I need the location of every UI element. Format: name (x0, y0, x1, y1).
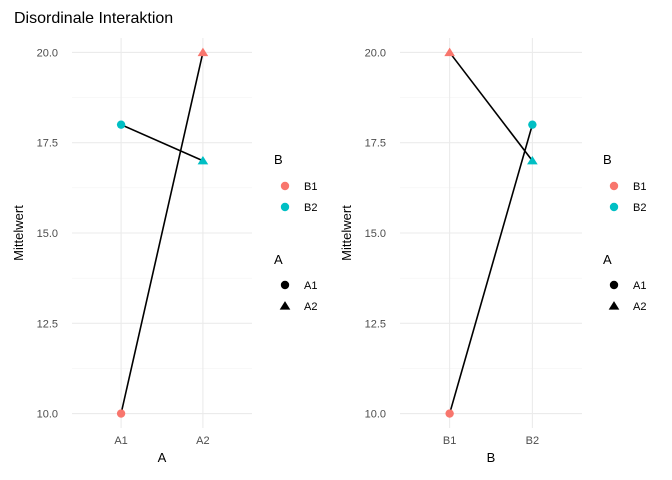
y-tick-label: 10.0 (37, 409, 58, 421)
legend-label: A1 (304, 280, 317, 292)
chart-panels: 10.012.515.017.520.0A1 A2AMittelwertBB1B2… (11, 38, 646, 465)
y-tick-label: 15.0 (37, 228, 58, 240)
x-axis-title: A (158, 450, 167, 465)
y-tick-label: 12.5 (365, 318, 386, 330)
connection-line (120, 52, 204, 414)
legend-title-shape: A (274, 252, 283, 267)
y-axis-title: Mittelwert (339, 205, 354, 261)
legend-label: B1 (304, 181, 317, 193)
legend-swatch-b2 (609, 202, 619, 212)
y-axis-title: Mittelwert (11, 205, 26, 261)
y-tick-label: 15.0 (365, 228, 386, 240)
y-tick-label: 20.0 (37, 47, 58, 59)
data-point-b1-a2 (197, 47, 209, 57)
legend-shape-a2 (608, 301, 620, 310)
data-point-b1-a1 (116, 409, 126, 418)
data-point-b1-a2 (444, 47, 455, 57)
legend-title-color: B (603, 152, 612, 167)
legend-swatch-b1 (280, 181, 290, 191)
legend: B B1 B2 A A1 A2 (603, 152, 646, 313)
x-tick-label: B1 (443, 435, 456, 447)
data-point-b2-a1 (116, 120, 126, 129)
connection-line (448, 124, 534, 414)
legend-title-color: B (274, 152, 283, 167)
legend-label: A2 (304, 301, 317, 313)
legend-swatch-b2 (280, 202, 290, 212)
legend-label: A2 (633, 301, 646, 313)
y-tick-label: 12.5 (37, 318, 58, 330)
legend-title-shape: A (603, 252, 612, 267)
data-point-b2-a1 (528, 120, 537, 129)
legend-label: B2 (304, 202, 317, 214)
y-tick-label: 17.5 (365, 138, 386, 150)
data-point-b2-a2 (197, 155, 209, 165)
legend-label: A1 (633, 280, 646, 292)
legend-label: B1 (633, 181, 646, 193)
y-tick-label: 10.0 (365, 409, 386, 421)
legend-swatch-b1 (609, 181, 619, 191)
data-point-b1-a1 (445, 409, 454, 418)
panel-1: 10.0 12.5 15.0 17.5 20.0 A1 A2 A Mittelwert B B1 B2… (11, 38, 317, 465)
legend: B B1 B2 A A1 A2 (274, 152, 317, 313)
figure-title: Disordinale Interaktion (14, 10, 173, 27)
x-tick-label: B2 (526, 435, 539, 447)
connection-line (120, 123, 204, 162)
x-tick-label: A2 (196, 435, 209, 447)
panel-2: 10.0 12.5 15.0 17.5 20.0 B1 B2 B Mittelwert B B1 B2… (339, 38, 646, 465)
legend-shape-a1 (280, 280, 290, 290)
legend-label: B2 (633, 202, 646, 214)
x-tick-label: A1 (114, 435, 127, 447)
connection-line (449, 51, 533, 162)
legend-shape-a2 (279, 301, 291, 310)
y-tick-label: 20.0 (365, 47, 386, 59)
y-tick-label: 17.5 (37, 138, 58, 150)
legend-shape-a1 (609, 280, 619, 290)
data-point-b2-a2 (527, 155, 538, 165)
x-axis-title: B (487, 450, 496, 465)
